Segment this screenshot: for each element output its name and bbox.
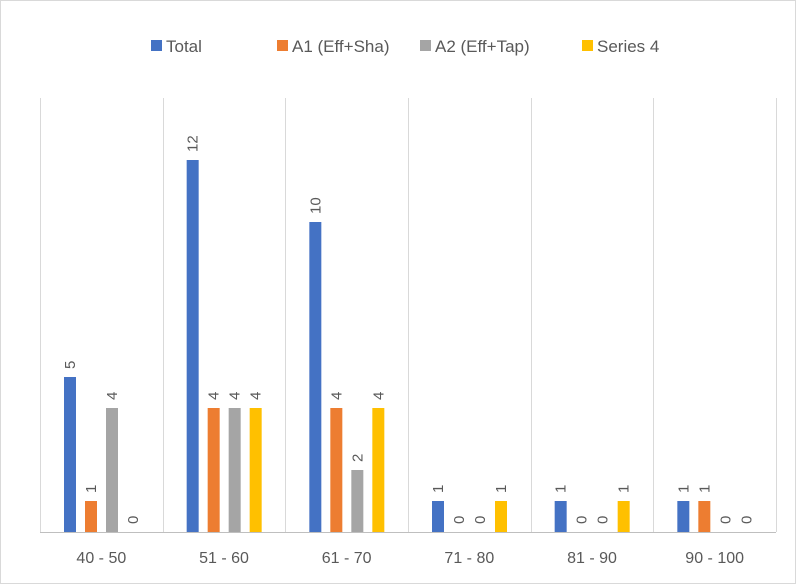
data-label: 0	[595, 516, 612, 524]
bar	[330, 408, 343, 532]
data-label: 0	[451, 516, 468, 524]
data-label: 4	[328, 392, 345, 400]
legend-item: Series 4	[582, 37, 659, 56]
data-label: 2	[349, 454, 366, 462]
bar	[186, 160, 199, 532]
legend-swatch	[277, 40, 288, 51]
legend: Total A1 (Eff+Sha) A2 (Eff+Tap) Series 4	[151, 37, 659, 56]
data-label: 10	[307, 197, 324, 214]
data-label: 1	[430, 485, 447, 493]
x-axis: 40 - 50 51 - 60 61 - 70 71 - 80 81 - 90 90 - …	[40, 532, 776, 567]
x-tick-label: 90 - 100	[685, 550, 744, 567]
x-tick-label: 61 - 70	[322, 550, 372, 567]
data-label: 1	[616, 485, 633, 493]
data-label: 4	[370, 392, 387, 400]
legend-label: A2 (Eff+Tap)	[435, 37, 530, 56]
data-label: 0	[717, 516, 734, 524]
category-gridlines	[40, 98, 777, 532]
data-label: 0	[738, 516, 755, 524]
data-label: 4	[104, 392, 121, 400]
bar	[106, 408, 118, 532]
bar	[677, 501, 690, 532]
data-label: 0	[125, 516, 142, 524]
legend-item: A1 (Eff+Sha)	[277, 37, 390, 56]
bar	[554, 501, 567, 532]
bar	[207, 408, 220, 532]
bar	[351, 470, 364, 532]
data-label: 4	[206, 392, 223, 400]
data-label: 4	[227, 392, 244, 400]
legend-item: Total	[151, 37, 202, 56]
legend-label: Total	[166, 37, 202, 56]
data-label: 4	[248, 392, 265, 400]
legend-item: A2 (Eff+Tap)	[420, 37, 530, 56]
legend-swatch	[151, 40, 162, 51]
bar	[309, 222, 322, 532]
data-label: 1	[493, 485, 510, 493]
bars	[64, 160, 711, 532]
data-label: 1	[675, 485, 692, 493]
data-label: 0	[472, 516, 489, 524]
data-label: 1	[83, 485, 100, 493]
bar	[698, 501, 711, 532]
legend-swatch	[420, 40, 431, 51]
bar	[64, 377, 76, 532]
x-tick-label: 40 - 50	[76, 550, 126, 567]
bar	[228, 408, 241, 532]
x-tick-label: 81 - 90	[567, 550, 617, 567]
data-label: 0	[574, 516, 591, 524]
bar	[617, 501, 630, 532]
bar	[372, 408, 385, 532]
data-label: 5	[62, 361, 79, 369]
legend-label: A1 (Eff+Sha)	[292, 37, 390, 56]
legend-label: Series 4	[597, 37, 659, 56]
bar	[249, 408, 262, 532]
data-label: 12	[185, 135, 202, 152]
legend-swatch	[582, 40, 593, 51]
bar	[495, 501, 507, 532]
x-tick-label: 51 - 60	[199, 550, 249, 567]
x-tick-label: 71 - 80	[444, 550, 494, 567]
bar	[432, 501, 444, 532]
data-label: 1	[553, 485, 570, 493]
data-label: 1	[696, 485, 713, 493]
bar	[85, 501, 97, 532]
